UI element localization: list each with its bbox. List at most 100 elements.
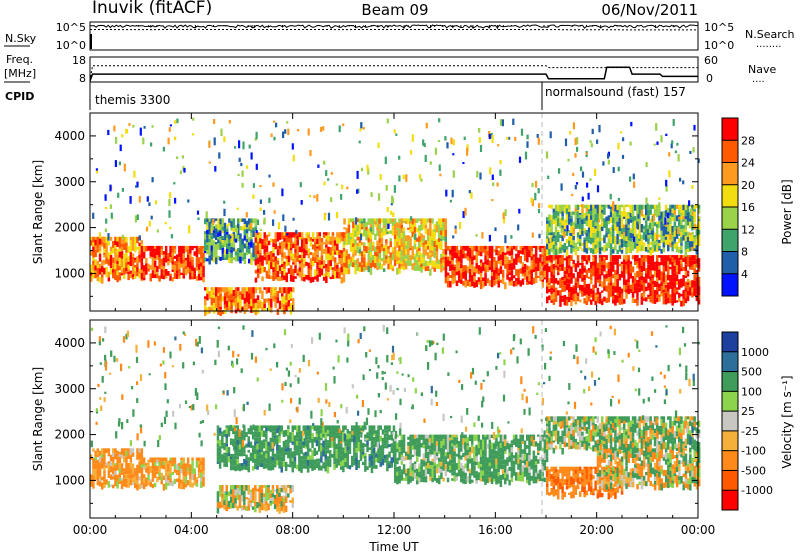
radar-cell	[169, 257, 172, 263]
radar-cell	[508, 272, 511, 276]
radar-cell	[426, 241, 430, 246]
radar-cell	[282, 214, 285, 221]
radar-cell	[614, 204, 617, 208]
radar-cell	[267, 446, 270, 451]
radar-cell	[348, 451, 352, 454]
radar-cell	[254, 303, 258, 310]
radar-cell	[98, 263, 102, 269]
radar-cell	[327, 268, 330, 273]
radar-cell	[259, 255, 262, 263]
radar-cell	[424, 249, 428, 256]
radar-cell	[446, 272, 450, 276]
radar-cell	[642, 237, 646, 240]
radar-cell	[129, 270, 133, 274]
radar-cell	[270, 307, 273, 313]
radar-cell	[651, 230, 655, 235]
radar-cell	[379, 174, 382, 180]
radar-cell	[210, 250, 214, 254]
radar-cell	[361, 452, 365, 455]
radar-cell	[343, 262, 346, 268]
radar-cell	[125, 456, 128, 463]
radar-cell	[651, 204, 655, 209]
radar-cell	[557, 232, 560, 239]
radar-cell	[557, 264, 560, 267]
radar-cell	[429, 253, 432, 256]
radar-cell	[236, 433, 239, 440]
radar-cell	[497, 245, 500, 249]
radar-cell	[340, 263, 343, 267]
radar-cell	[245, 291, 249, 295]
radar-cell	[270, 301, 273, 308]
radar-cell	[592, 220, 595, 223]
radar-cell	[612, 282, 615, 286]
radar-cell	[416, 471, 419, 477]
radar-cell	[346, 439, 349, 447]
radar-cell	[444, 447, 448, 450]
radar-cell	[673, 204, 677, 211]
radar-cell	[409, 476, 412, 483]
radar-cell	[693, 255, 696, 261]
radar-cell	[328, 460, 332, 467]
radar-cell	[530, 256, 533, 261]
radar-cell	[153, 457, 157, 463]
radar-cell	[358, 249, 362, 254]
radar-cell	[210, 305, 214, 308]
radar-cell	[552, 283, 556, 289]
radar-cell	[263, 303, 266, 308]
radar-cell	[94, 245, 97, 251]
radar-cell	[658, 297, 661, 302]
radar-cell	[259, 287, 262, 294]
radar-cell	[156, 274, 159, 279]
radar-cell	[435, 441, 439, 447]
radar-cell	[616, 274, 619, 279]
radar-cell	[98, 268, 102, 275]
radar-cell	[355, 425, 358, 433]
radar-cell	[678, 264, 681, 268]
radar-cell	[267, 459, 270, 466]
radar-cell	[278, 487, 281, 493]
radar-cell	[254, 259, 258, 266]
radar-cell	[601, 206, 604, 211]
radar-cell	[664, 229, 668, 235]
radar-cell	[651, 297, 655, 304]
radar-cell	[642, 214, 646, 219]
radar-cell	[570, 277, 573, 284]
radar-cell	[232, 232, 236, 238]
radar-cell	[175, 469, 179, 473]
radar-cell	[402, 227, 406, 232]
radar-cell	[499, 245, 503, 250]
radar-cell	[352, 228, 355, 233]
radar-cell	[109, 204, 112, 209]
radar-cell	[418, 471, 421, 474]
radar-cell	[552, 278, 556, 284]
radar-cell	[313, 195, 316, 199]
radar-cell	[148, 220, 151, 227]
radar-cell	[346, 186, 349, 190]
radar-cell	[664, 236, 668, 240]
radar-cell	[594, 204, 597, 209]
radar-cell	[402, 218, 406, 221]
radar-cell	[267, 251, 271, 255]
radar-cell	[581, 273, 584, 278]
radar-cell	[439, 173, 442, 177]
radar-cell	[583, 228, 586, 231]
radar-cell	[254, 504, 257, 507]
radar-cell	[189, 476, 192, 480]
radar-cell	[490, 281, 494, 288]
radar-cell	[202, 457, 205, 462]
radar-cell	[587, 268, 591, 271]
radar-cell	[479, 272, 483, 277]
radar-cell	[541, 261, 544, 265]
radar-cell	[248, 228, 251, 232]
radar-cell	[265, 431, 268, 434]
radar-cell	[366, 164, 369, 172]
radar-cell	[508, 260, 511, 264]
radar-cell	[648, 223, 652, 229]
radar-cell	[118, 481, 122, 484]
radar-cell	[316, 269, 319, 272]
radar-cell	[284, 444, 288, 449]
radar-cell	[241, 257, 244, 261]
radar-cell	[276, 428, 279, 434]
radar-cell	[605, 227, 608, 231]
radar-cell	[559, 209, 562, 215]
